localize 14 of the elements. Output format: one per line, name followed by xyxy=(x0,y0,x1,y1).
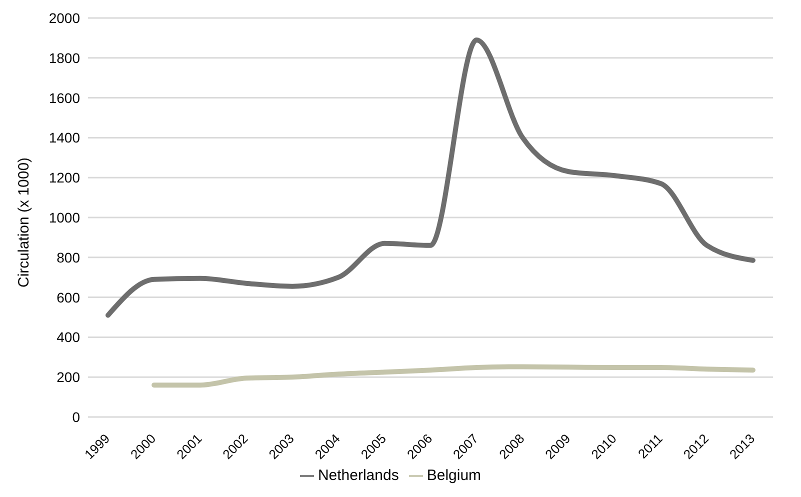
y-tick-label: 1800 xyxy=(48,50,80,66)
y-tick-label: 2000 xyxy=(48,10,80,26)
y-tick-label: 400 xyxy=(56,329,80,346)
y-tick-label: 1000 xyxy=(48,209,80,226)
y-tick-label: 0 xyxy=(72,408,80,425)
y-tick-label: 1600 xyxy=(48,90,80,106)
y-axis-title: Circulation (x 1000) xyxy=(15,157,32,288)
legend-label: Belgium xyxy=(426,467,482,484)
legend-label: Netherlands xyxy=(318,467,399,484)
y-tick-label: 200 xyxy=(56,369,80,386)
y-tick-label: 1400 xyxy=(48,130,80,146)
y-tick-label: 600 xyxy=(56,289,80,306)
y-tick-label: 1200 xyxy=(48,170,80,186)
y-tick-label: 800 xyxy=(56,249,80,266)
